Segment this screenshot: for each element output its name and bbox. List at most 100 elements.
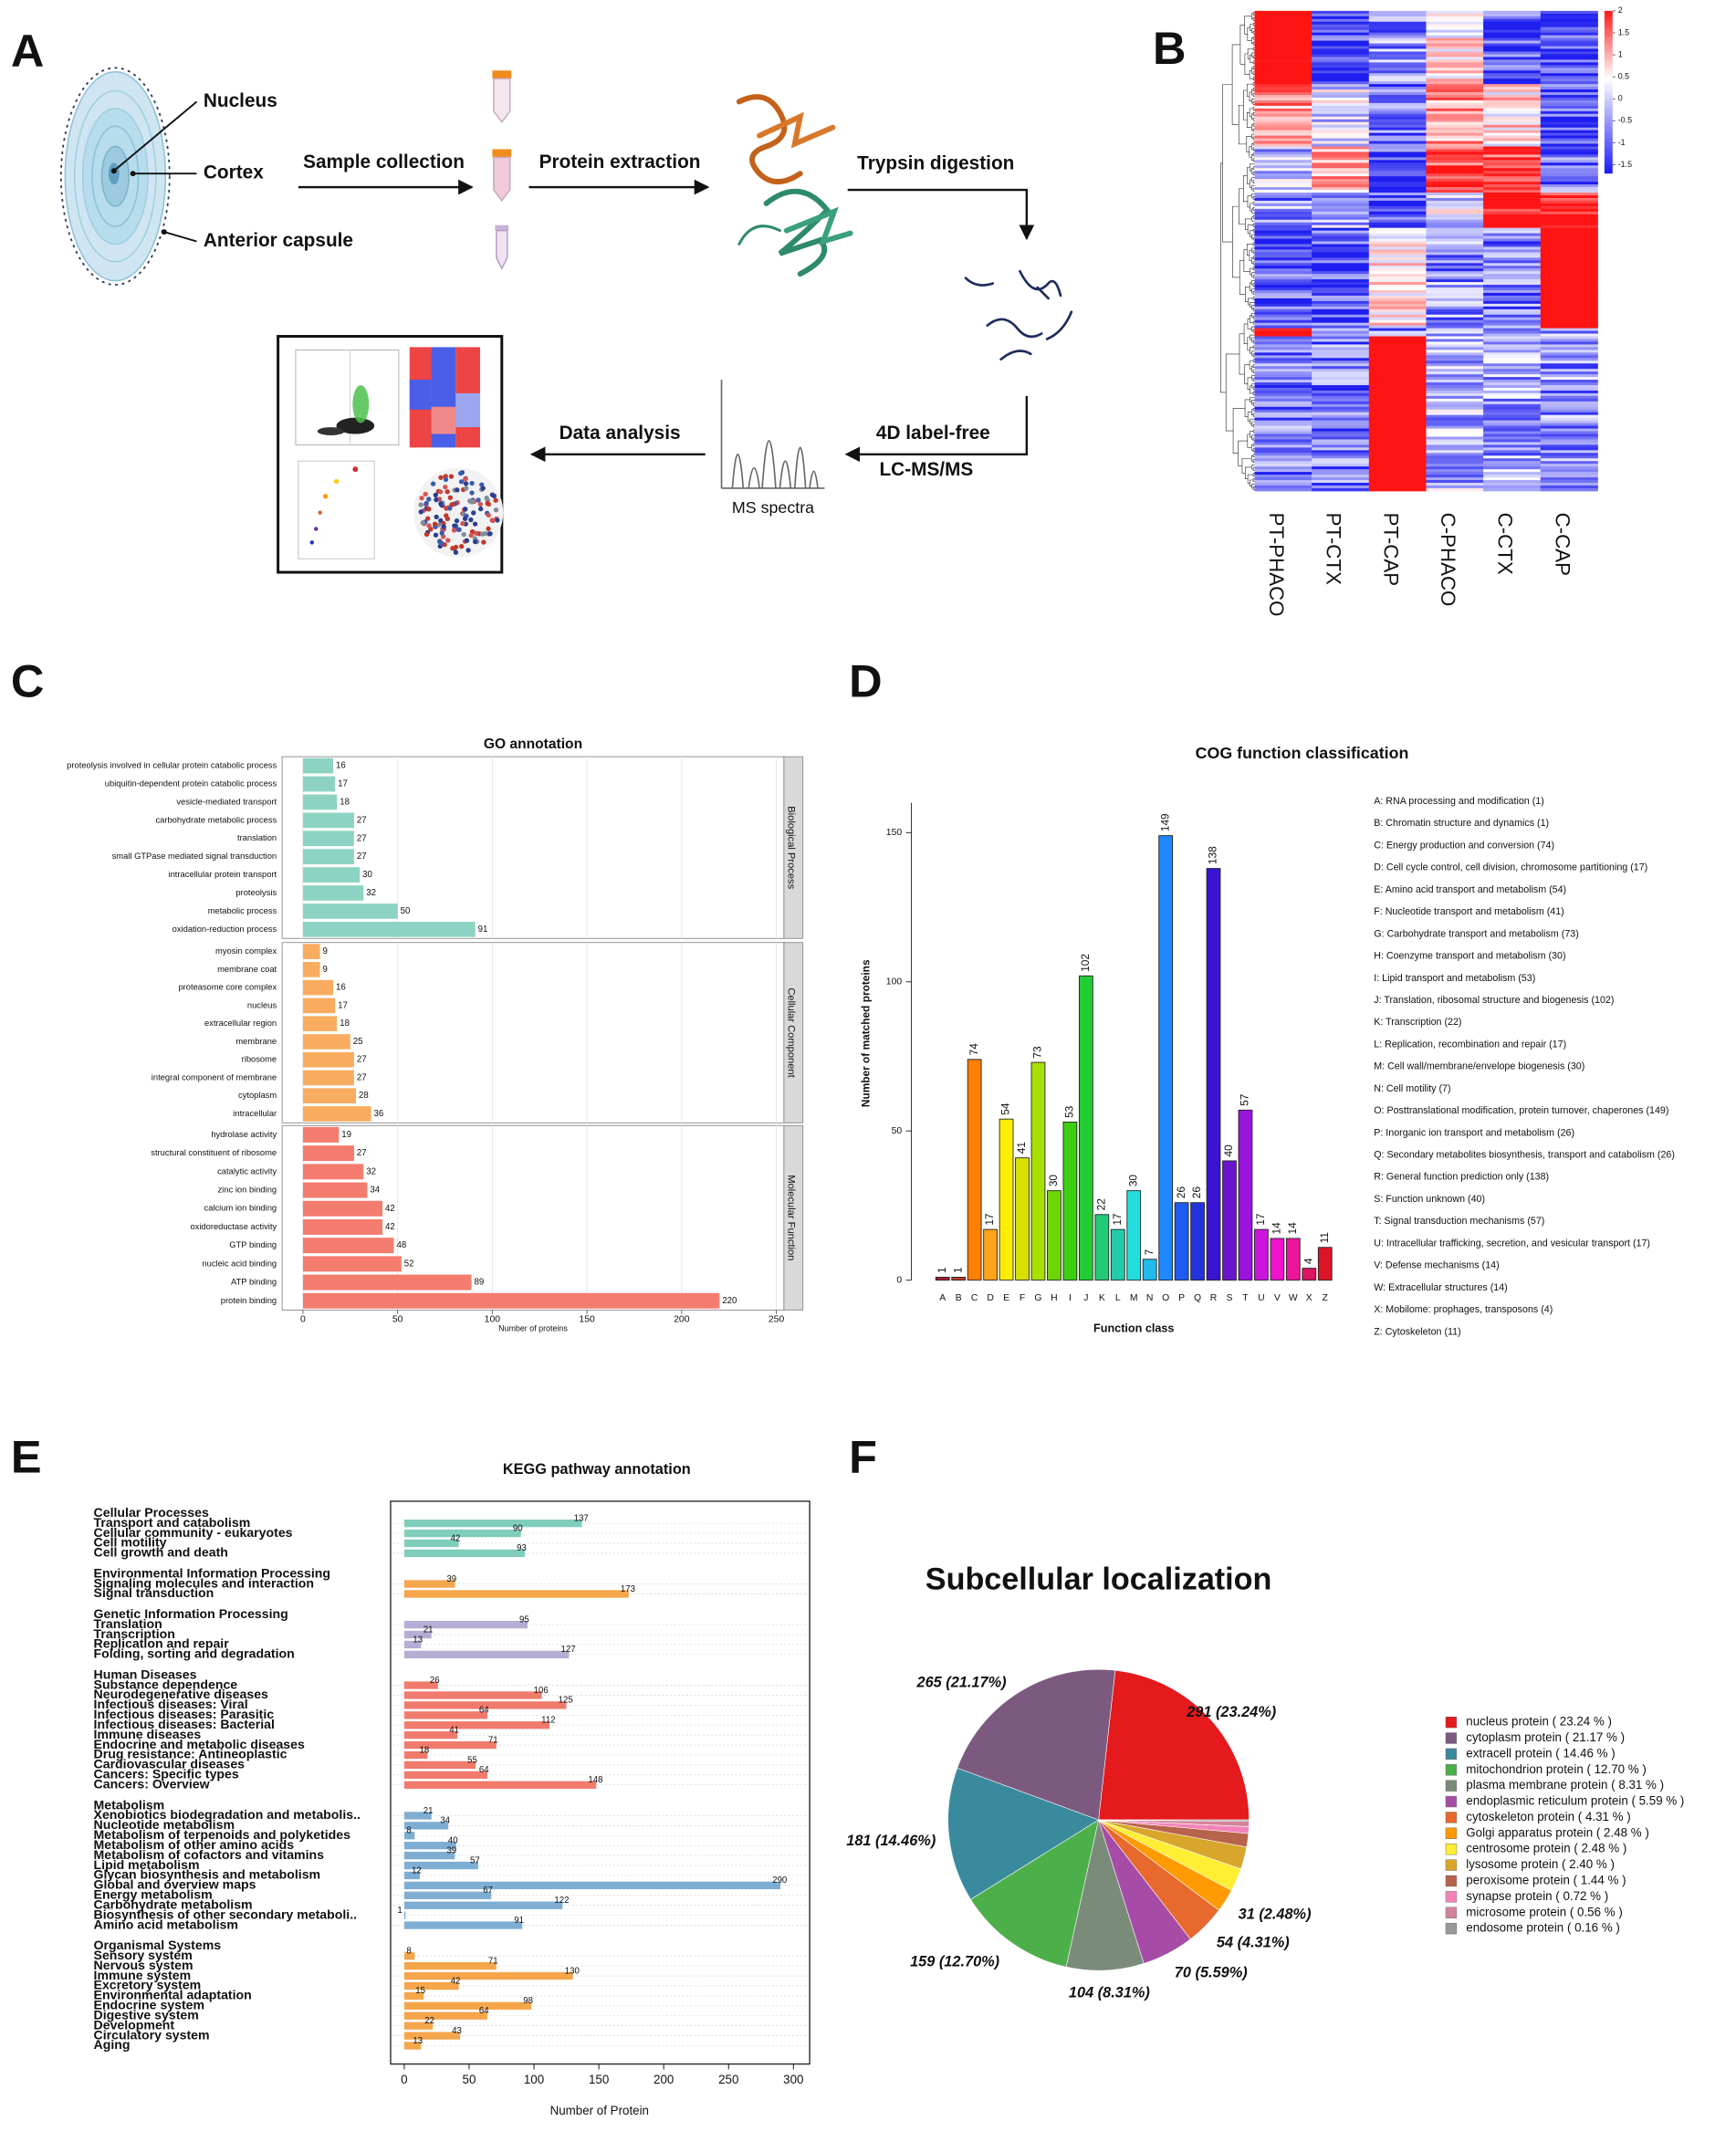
heatmap-cell	[1426, 197, 1484, 202]
heatmap-cell	[1368, 160, 1427, 163]
dendrogram-branch	[1247, 319, 1252, 329]
value-label: 19	[341, 1130, 351, 1140]
network-node	[465, 548, 471, 553]
heatmap-cell	[1312, 347, 1370, 350]
heatmap-cell	[1312, 266, 1370, 269]
heatmap-cell	[1254, 347, 1312, 350]
heatmap-cell	[1254, 113, 1312, 118]
heatmap-cell	[1426, 241, 1484, 245]
bar	[302, 812, 354, 829]
heatmap-cell	[1426, 154, 1484, 158]
heatmap-cell	[1426, 295, 1484, 299]
legend-label: peroxisome protein ( 1.44 % )	[1466, 1873, 1626, 1886]
heatmap-cell	[1368, 475, 1427, 478]
heatmap-cell	[1368, 192, 1427, 196]
heatmap-cell	[1312, 482, 1370, 486]
step-label: Data analysis	[559, 423, 681, 444]
heatmap-cell	[1368, 406, 1427, 411]
bar	[1206, 868, 1221, 1281]
step-label: Sample collection	[303, 152, 465, 172]
heatmap-cell	[1368, 257, 1427, 261]
heatmap-cell	[1368, 51, 1427, 55]
heatmap-cell	[1368, 358, 1427, 361]
heatmap-cell	[1368, 214, 1427, 218]
dendrogram-branch	[1251, 208, 1255, 214]
heatmap-cell	[1540, 369, 1598, 372]
heatmap-cell	[1312, 124, 1370, 129]
heatmap-cell	[1483, 420, 1542, 424]
heatmap-cell	[1426, 16, 1484, 20]
heatmap-cell	[1254, 57, 1312, 60]
legend-label: synapse protein ( 0.72 % )	[1466, 1889, 1608, 1903]
dendrogram-branch	[1251, 216, 1255, 222]
heatmap-cell	[1426, 203, 1484, 207]
heatmap-cell	[1254, 289, 1312, 294]
value-label: 64	[479, 1706, 489, 1716]
value-label: 95	[519, 1614, 529, 1625]
heatmap-cell	[1312, 190, 1370, 193]
heatmap-cell	[1254, 444, 1312, 448]
category-label: Circulatory system	[94, 2027, 210, 2042]
heatmap-cell	[1312, 219, 1370, 224]
heatmap-cell	[1312, 458, 1370, 462]
heatmap-cell	[1540, 350, 1598, 353]
heatmap-cell	[1312, 390, 1370, 394]
category-label: Global and overview maps	[94, 1877, 256, 1892]
heatmap-cell	[1540, 277, 1598, 280]
heatmap-cell	[1254, 184, 1312, 188]
network-node	[437, 538, 443, 545]
heatmap-cell	[1426, 306, 1484, 310]
heatmap-cell	[1540, 219, 1598, 224]
heatmap-cell	[1254, 208, 1312, 213]
category-label: Folding, sorting and degradation	[94, 1646, 295, 1661]
heatmap-cell	[1540, 475, 1598, 478]
heatmap-cell	[1426, 447, 1484, 451]
heatmap-cell	[1312, 384, 1370, 389]
value-label: 17	[338, 1000, 348, 1010]
heatmap-cell	[1254, 317, 1312, 321]
network-node	[434, 514, 439, 520]
heatmap-cell	[1312, 271, 1370, 275]
heatmap-cell	[1254, 119, 1312, 123]
bar	[1126, 1190, 1142, 1281]
heatmap-cell	[1368, 241, 1427, 245]
heatmap-cell	[1368, 37, 1427, 42]
network-node	[486, 512, 491, 518]
pie-slice	[1098, 1669, 1250, 1821]
legend-swatch	[1445, 1907, 1458, 1918]
heatmap-cell	[1540, 403, 1598, 408]
heatmap-cell	[1368, 330, 1427, 334]
heatmap-cell	[1368, 336, 1427, 340]
value-label: 64	[479, 2006, 489, 2016]
x-tick-label: 50	[392, 1315, 403, 1325]
heatmap-cell	[1483, 152, 1542, 155]
dendrogram-branch	[1252, 345, 1255, 350]
heatmap-cell	[1483, 453, 1542, 456]
heatmap-cell	[1540, 322, 1598, 327]
dendrogram-branch	[1251, 365, 1254, 372]
dendrogram-branch	[1252, 107, 1255, 110]
heatmap-cell	[1483, 384, 1542, 389]
heatmap-cell	[1483, 403, 1542, 408]
heatmap-cell	[1426, 121, 1484, 126]
heatmap-cell	[1483, 182, 1542, 185]
value-label: 27	[357, 1072, 367, 1082]
heatmap-cell	[1426, 377, 1484, 381]
heatmap-cell	[1368, 434, 1427, 437]
heatmap-cell	[1483, 285, 1542, 288]
slice-label: 104 (8.31%)	[1069, 1985, 1150, 2001]
heatmap-cell	[1426, 179, 1484, 183]
bar	[302, 1088, 356, 1103]
heatmap-cell	[1368, 48, 1427, 52]
heatmap-cell	[1254, 392, 1312, 397]
heatmap-cell	[1312, 287, 1370, 291]
heatmap-cell	[1254, 303, 1312, 308]
heatmap-cell	[1483, 184, 1542, 188]
heatmap-cell	[1540, 225, 1598, 229]
heatmap-cell	[1426, 298, 1484, 302]
heatmap-cell	[1426, 384, 1484, 389]
legend-label: C: Energy production and conversion (74)	[1374, 840, 1554, 851]
network-node	[471, 510, 476, 516]
heatmap-cell	[1426, 428, 1484, 432]
heatmap-cell	[1368, 57, 1427, 60]
